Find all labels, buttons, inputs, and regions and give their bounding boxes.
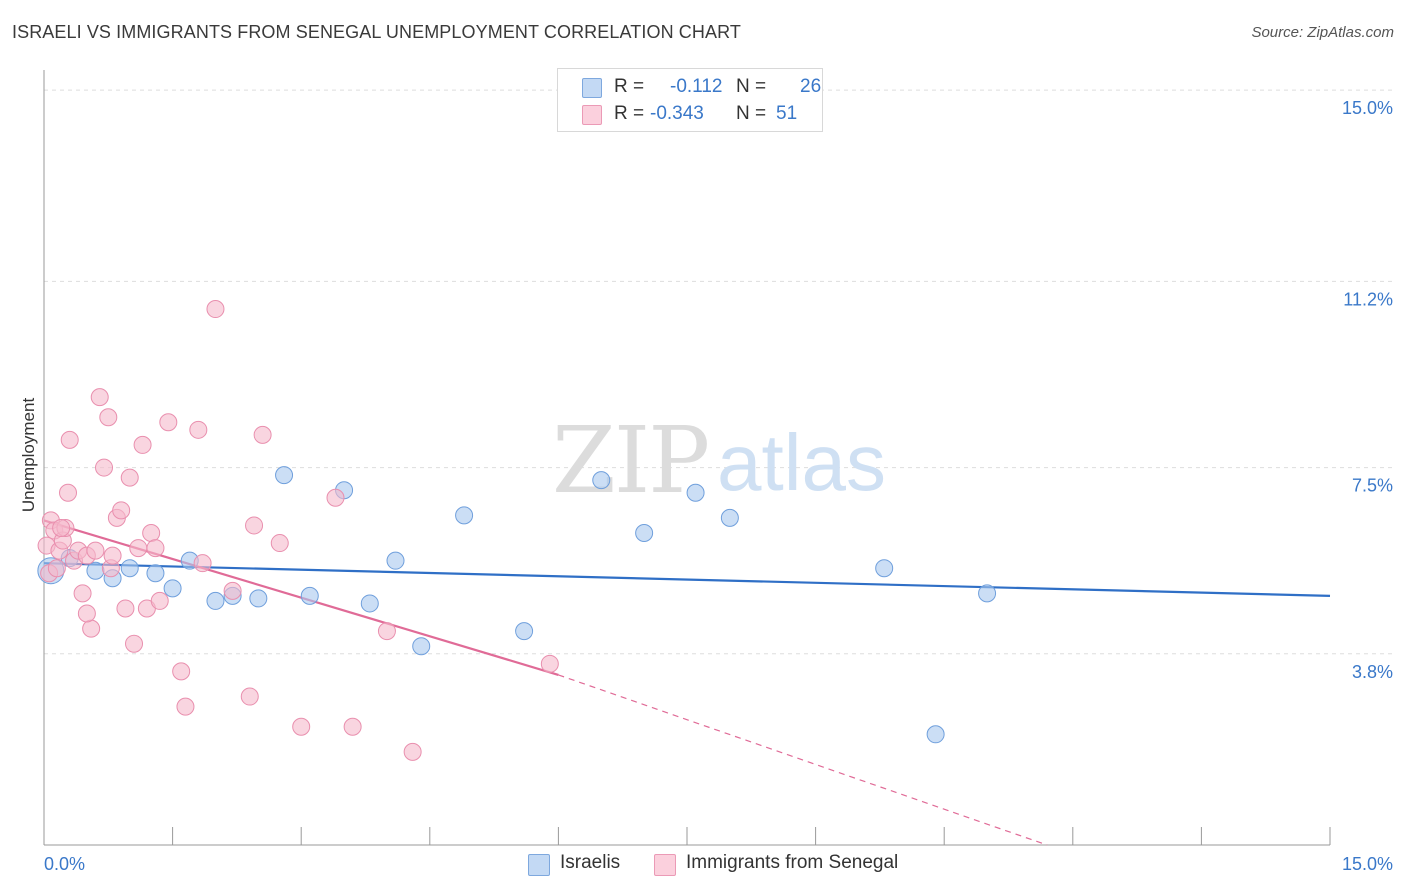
legend-n-label: N =	[736, 76, 767, 97]
israelis-point	[686, 483, 705, 502]
senegal-point	[150, 591, 169, 610]
senegal-point	[82, 619, 101, 638]
senegal-point	[73, 584, 92, 603]
senegal-point	[52, 518, 71, 537]
israelis-trend-line	[43, 562, 1331, 597]
senegal-point	[206, 300, 225, 319]
trend-lines	[43, 519, 1331, 846]
senegal-point	[116, 599, 135, 618]
senegal-point	[103, 546, 122, 565]
israelis-point	[515, 622, 534, 641]
senegal-point	[343, 717, 362, 736]
bottom-legend-label-senegal: Immigrants from Senegal	[686, 852, 899, 873]
senegal-point	[540, 654, 559, 673]
legend-r-value: -0.112	[670, 76, 723, 97]
senegal-point	[60, 430, 79, 449]
israelis-point	[386, 551, 405, 570]
senegal-point	[193, 554, 212, 573]
israelis-point	[592, 471, 611, 490]
israelis-point	[300, 586, 319, 605]
senegal-point	[133, 435, 152, 454]
senegal-point	[99, 408, 118, 427]
x-tick-label-max: 15.0%	[1342, 854, 1393, 874]
correlation-legend: R = -0.112 N = 26 R = -0.343 N = 51	[557, 68, 823, 132]
israelis-point	[455, 506, 474, 525]
israelis-point	[412, 637, 431, 656]
y-axis-label: Unemployment	[19, 398, 38, 513]
senegal-point	[172, 662, 191, 681]
senegal-point	[377, 622, 396, 641]
senegal-point	[112, 501, 131, 520]
legend-swatch-israelis	[582, 78, 602, 98]
israelis-point	[206, 591, 225, 610]
senegal-point	[253, 425, 272, 444]
senegal-point	[77, 604, 96, 623]
senegal-point	[95, 458, 114, 477]
bottom-legend-label-israelis: Israelis	[560, 852, 621, 873]
israelis-point	[635, 523, 654, 542]
senegal-point	[142, 523, 161, 542]
senegal-point	[47, 559, 66, 578]
senegal-point	[90, 388, 109, 407]
axes	[43, 70, 1331, 846]
tick-labels: 3.8% 7.5% 11.2% 15.0% 0.0% 15.0%	[44, 98, 1393, 874]
senegal-point	[403, 742, 422, 761]
senegal-point	[120, 468, 139, 487]
senegal-point	[59, 483, 78, 502]
legend-r-label: R =	[614, 103, 645, 124]
senegal-point	[245, 516, 264, 535]
senegal-point	[125, 634, 144, 653]
bottom-legend-swatch-senegal	[654, 854, 676, 876]
senegal-point	[292, 717, 311, 736]
israelis-point	[720, 508, 739, 527]
senegal-point	[86, 541, 105, 560]
y-tick-label: 15.0%	[1342, 98, 1393, 118]
israelis-point	[249, 589, 268, 608]
bottom-legend-swatch-israelis	[528, 854, 550, 876]
israelis-point	[86, 561, 105, 580]
senegal-point	[129, 539, 148, 558]
legend-row-israelis: R = -0.112 N = 26	[582, 74, 821, 100]
chart-title: ISRAELI VS IMMIGRANTS FROM SENEGAL UNEMP…	[12, 22, 741, 42]
senegal-point	[223, 581, 242, 600]
senegal-point	[240, 687, 259, 706]
y-tick-label: 3.8%	[1352, 662, 1393, 682]
legend-n-label: N =	[736, 103, 767, 124]
legend-n-value: 51	[776, 103, 798, 124]
y-tick-label: 11.2%	[1343, 289, 1393, 309]
watermark-zip: ZIP	[552, 407, 708, 514]
senegal-point	[159, 413, 178, 432]
legend-r-label: R =	[614, 76, 645, 97]
israelis-point	[875, 559, 894, 578]
y-tick-label: 7.5%	[1352, 476, 1393, 496]
watermark-atlas: atlas	[717, 418, 886, 507]
senegal-point	[270, 534, 289, 553]
israelis-point	[360, 594, 379, 613]
x-tick-label-min: 0.0%	[44, 854, 85, 874]
senegal-point	[146, 539, 165, 558]
source-label: Source: ZipAtlas.com	[1251, 24, 1394, 41]
legend-r-value: -0.343	[650, 103, 704, 124]
senegal-trend-extension	[558, 674, 1048, 846]
legend-swatch-senegal	[582, 105, 602, 125]
senegal-point	[176, 697, 195, 716]
legend-n-value: 26	[800, 76, 822, 97]
data-points	[37, 300, 997, 761]
israelis-point	[120, 559, 139, 578]
senegal-point	[189, 420, 208, 439]
israelis-point	[275, 466, 294, 485]
israelis-point	[978, 584, 997, 603]
senegal-point	[326, 488, 345, 507]
watermark: ZIP atlas	[552, 407, 886, 514]
israelis-point	[146, 564, 165, 583]
israelis-point	[926, 725, 945, 744]
israelis-point	[163, 579, 182, 598]
legend-row-senegal: R = -0.343 N = 51	[582, 101, 797, 127]
